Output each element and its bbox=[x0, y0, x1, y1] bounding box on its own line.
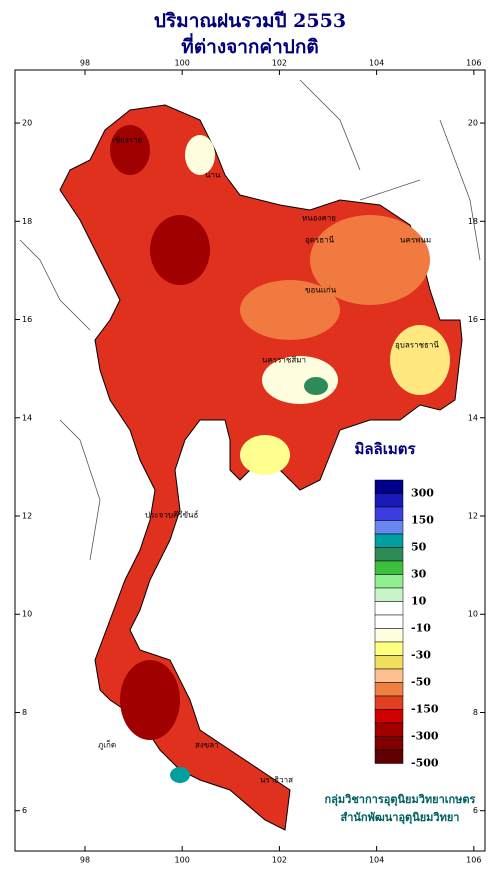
legend-swatch bbox=[374, 695, 404, 710]
place-label: น่าน bbox=[205, 171, 221, 180]
legend-label: 300 bbox=[411, 487, 434, 500]
place-label: นครราชสีมา bbox=[262, 356, 306, 365]
legend-swatch bbox=[374, 493, 404, 508]
lat-label: 6 bbox=[22, 806, 27, 815]
lat-label: 6 bbox=[473, 806, 478, 815]
lat-label: 12 bbox=[468, 512, 478, 521]
lat-label: 8 bbox=[473, 708, 478, 717]
legend-swatch bbox=[374, 601, 404, 616]
legend-swatch bbox=[374, 587, 404, 602]
credit: กลุ่มวิชาการอุตุนิยมวิทยาเกษตร bbox=[325, 793, 476, 807]
place-label: นครพนม bbox=[400, 236, 431, 245]
legend-swatch bbox=[374, 668, 404, 683]
lat-label: 10 bbox=[22, 610, 32, 619]
legend-label: 150 bbox=[411, 514, 434, 527]
title: ปริมาณฝนรวมปี 2553 bbox=[154, 10, 346, 32]
region bbox=[110, 125, 150, 175]
title: ที่ต่างจากค่าปกติ bbox=[181, 33, 318, 58]
legend-swatch bbox=[374, 574, 404, 589]
legend-swatch bbox=[374, 722, 404, 737]
lon-label: 100 bbox=[175, 59, 190, 68]
lat-label: 8 bbox=[22, 708, 27, 717]
lon-label: 98 bbox=[80, 856, 90, 865]
region bbox=[240, 280, 340, 340]
legend-swatch bbox=[374, 682, 404, 697]
lon-label: 104 bbox=[369, 856, 384, 865]
legend-label: 30 bbox=[411, 568, 427, 581]
place-label: อุบลราชธานี bbox=[395, 341, 439, 350]
legend-swatch bbox=[374, 533, 404, 548]
place-label: เชียงราย bbox=[112, 136, 142, 145]
region bbox=[310, 215, 430, 305]
lat-label: 20 bbox=[22, 119, 32, 128]
legend-swatch bbox=[374, 736, 404, 751]
place-label: หนองคาย bbox=[302, 214, 336, 223]
legend-swatch bbox=[374, 560, 404, 575]
legend-title: มิลลิเมตร bbox=[354, 440, 416, 458]
lat-label: 18 bbox=[22, 217, 32, 226]
lat-label: 20 bbox=[468, 119, 478, 128]
lat-label: 18 bbox=[468, 217, 478, 226]
lon-label: 104 bbox=[369, 59, 384, 68]
region bbox=[304, 377, 328, 395]
lon-label: 98 bbox=[80, 59, 90, 68]
place-label: ภูเก็ต bbox=[98, 740, 116, 751]
lat-label: 16 bbox=[468, 315, 478, 324]
place-label: สงขลา bbox=[195, 741, 219, 750]
legend-swatch bbox=[374, 655, 404, 670]
place-label: ประจวบคีรีขันธ์ bbox=[145, 510, 199, 520]
lon-label: 106 bbox=[466, 856, 481, 865]
place-label: อุดรธานี bbox=[305, 236, 335, 245]
region bbox=[120, 660, 180, 740]
legend-swatch bbox=[374, 506, 404, 521]
lon-label: 106 bbox=[466, 59, 481, 68]
lon-label: 100 bbox=[175, 856, 190, 865]
legend-label: -30 bbox=[411, 649, 431, 662]
region bbox=[185, 135, 215, 175]
map: เชียงราย น่าน หนองคาย อุดรธานี นครพนม ขอ… bbox=[19, 79, 481, 831]
lat-label: 14 bbox=[468, 413, 478, 422]
lat-label: 16 bbox=[22, 315, 32, 324]
place-label: ขอนแก่น bbox=[305, 286, 337, 295]
legend-swatch bbox=[374, 547, 404, 562]
legend: 300 150 50 30 10 -10 -30 -50 -150 -300 -500 bbox=[374, 479, 439, 770]
region bbox=[170, 767, 190, 783]
neighbor-border bbox=[19, 79, 481, 561]
region bbox=[150, 215, 210, 285]
legend-label: -150 bbox=[411, 703, 439, 716]
legend-swatch bbox=[374, 709, 404, 724]
legend-label: -50 bbox=[411, 676, 431, 689]
legend-swatch bbox=[374, 749, 404, 764]
legend-label: 50 bbox=[411, 541, 427, 554]
region bbox=[390, 325, 450, 395]
legend-label: -500 bbox=[411, 757, 439, 770]
lon-label: 102 bbox=[272, 59, 287, 68]
legend-swatch bbox=[374, 641, 404, 656]
legend-swatch bbox=[374, 520, 404, 535]
legend-swatch bbox=[374, 614, 404, 629]
lon-label: 102 bbox=[272, 856, 287, 865]
legend-swatch bbox=[374, 479, 404, 494]
legend-label: -10 bbox=[411, 622, 431, 635]
lat-label: 10 bbox=[468, 610, 478, 619]
lat-label: 12 bbox=[22, 512, 32, 521]
region bbox=[240, 435, 290, 475]
credit: สำนักพัฒนาอุตุนิยมวิทยา bbox=[341, 811, 460, 825]
legend-label: -300 bbox=[411, 730, 439, 743]
legend-label: 10 bbox=[411, 595, 427, 608]
lat-label: 14 bbox=[22, 413, 32, 422]
legend-swatch bbox=[374, 628, 404, 643]
place-label: นราธิวาส bbox=[260, 776, 293, 785]
